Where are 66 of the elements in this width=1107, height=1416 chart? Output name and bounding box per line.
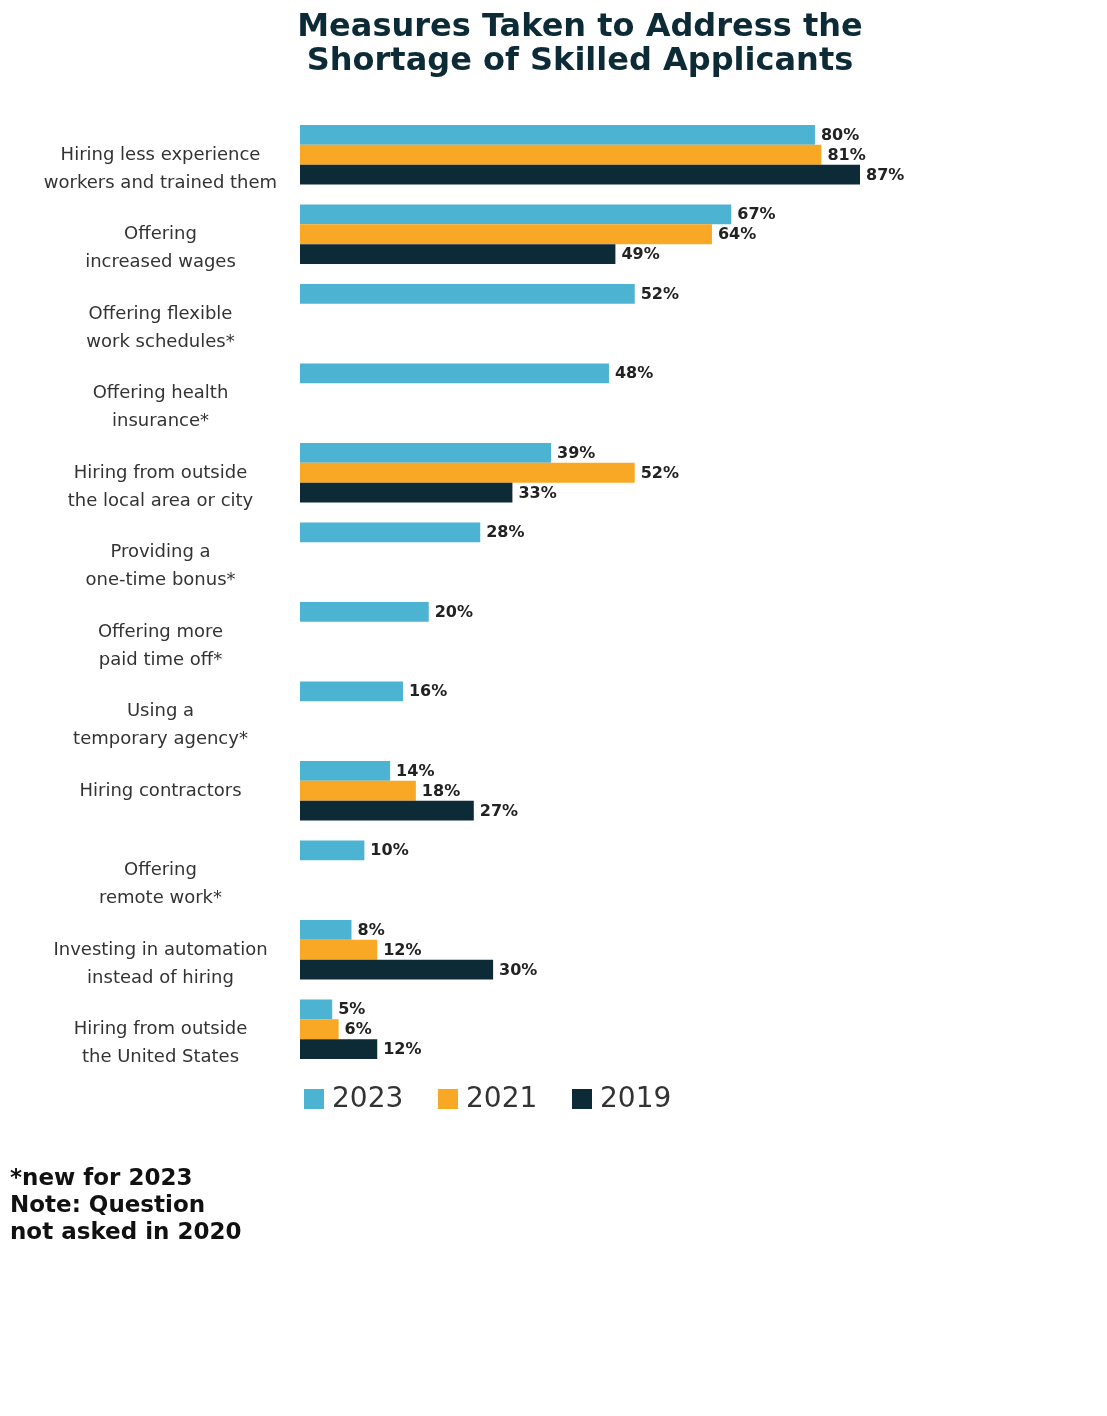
data-label: 12% (383, 939, 422, 959)
y-tick-label: Offering remote work* (98, 858, 223, 908)
bar (300, 283, 635, 304)
y-tick-label: Hiring from outside the local area or city (67, 460, 254, 510)
data-label: 52% (640, 462, 680, 482)
data-label: 5% (338, 999, 366, 1019)
bar (300, 363, 609, 384)
y-tick-label: Offering increased wages (85, 222, 236, 272)
bar (300, 442, 552, 463)
y-tick-label: Investing in automation instead of hiring (53, 937, 268, 987)
legend-label: 2019 (600, 1081, 672, 1114)
bar (300, 224, 712, 245)
data-label: 52% (640, 283, 680, 303)
data-label: 28% (486, 522, 525, 542)
bar (300, 462, 635, 483)
bar (300, 204, 732, 225)
bar (300, 959, 494, 980)
bar (300, 522, 481, 543)
data-label: 10% (370, 840, 409, 860)
data-label: 12% (383, 1039, 422, 1059)
data-label: 64% (717, 224, 757, 244)
y-tick-label: Hiring less experience workers and trained them (43, 142, 278, 192)
data-label: 33% (518, 482, 557, 502)
bar (300, 482, 513, 503)
data-label: 81% (827, 144, 866, 164)
y-tick-label: Using a temporary agency* (73, 699, 248, 749)
y-tick-label: Offering more paid time off* (97, 619, 224, 669)
data-label: 18% (421, 780, 461, 800)
data-label: 87% (866, 164, 905, 184)
data-label: 16% (408, 681, 448, 701)
y-tick-label: Offering health insurance* (92, 381, 229, 431)
data-label: 30% (499, 959, 538, 979)
bar (300, 124, 815, 145)
bar (300, 244, 616, 265)
bar (300, 999, 333, 1020)
y-tick-label: Providing a one-time bonus* (85, 540, 236, 590)
data-label: 49% (621, 244, 660, 264)
chart-title: Measures Taken to Address the Shortage of Skilled Applicants (297, 6, 863, 78)
bar (300, 840, 365, 861)
data-label: 39% (557, 442, 596, 462)
text: *new for 2023 (10, 1164, 193, 1190)
legend-label: 2023 (332, 1081, 404, 1114)
data-label: 80% (820, 124, 860, 144)
data-label: 27% (479, 800, 519, 820)
data-label: 8% (357, 919, 385, 939)
bar (300, 601, 429, 622)
bar (300, 144, 822, 165)
bar (300, 681, 403, 702)
bar (300, 780, 416, 801)
data-label: 20% (434, 601, 474, 621)
bar (300, 760, 391, 781)
data-label: 67% (737, 204, 776, 224)
bar (300, 919, 352, 940)
bar (300, 1019, 339, 1040)
data-label: 48% (614, 363, 654, 383)
data-label: 6% (344, 1019, 372, 1039)
bar (300, 1039, 378, 1060)
bar (300, 939, 378, 960)
data-label: 14% (396, 760, 435, 780)
bar (300, 164, 860, 185)
y-tick-label: Hiring contractors (79, 778, 242, 800)
y-tick-label: Offering flexible work schedules* (86, 301, 235, 351)
bar (300, 800, 474, 821)
y-tick-label: Hiring from outside the United States (73, 1017, 248, 1067)
text: Note: Question not asked in 2020 (10, 1191, 242, 1244)
legend-label: 2021 (466, 1081, 538, 1114)
